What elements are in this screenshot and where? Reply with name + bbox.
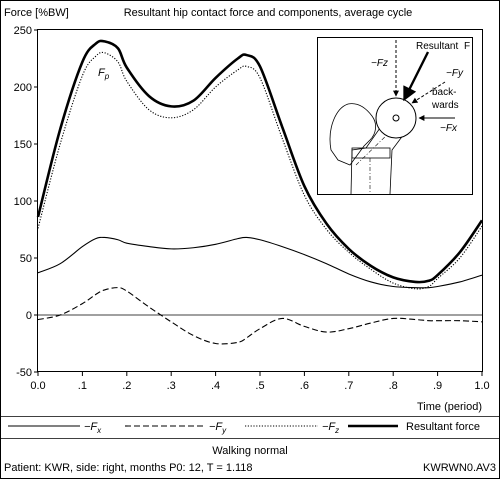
femur-neck-lower — [389, 133, 405, 195]
patient-info: Patient: KWR, side: right, months P0: 12… — [4, 462, 253, 474]
legend-label-0: −Fx — [84, 421, 102, 435]
fx-label: −Fx — [440, 123, 458, 134]
x-tick-label: .6 — [300, 380, 309, 392]
x-tick-label: 1.0 — [474, 380, 489, 392]
legend: −Fx −Fy −Fz Resultant force — [8, 421, 480, 435]
backwards-label-1: back- — [432, 87, 456, 98]
fz-label: −Fz — [371, 58, 388, 69]
femur-neck-upper — [350, 117, 388, 195]
resultant-label: Resultant — [416, 41, 458, 52]
x-tick-label: .8 — [389, 380, 398, 392]
legend-label-2: −Fz — [322, 421, 339, 435]
x-tick-label: .9 — [433, 380, 442, 392]
y-tick-label: 200 — [14, 82, 32, 94]
y-tick-label: 250 — [14, 25, 32, 37]
y-tick-label: 0 — [26, 310, 32, 322]
series-line-1 — [37, 287, 483, 345]
series-line-3 — [36, 39, 484, 284]
y-ticks: -50 0 50 100 150 200 250 — [14, 25, 38, 379]
backwards-label-2: wards — [431, 100, 459, 111]
x-tick-label: .3 — [167, 380, 176, 392]
y-tick-label: 150 — [14, 139, 32, 151]
x-axis-label: Time (period) — [417, 401, 482, 413]
chart-title: Resultant hip contact force and componen… — [124, 7, 413, 19]
x-tick-label: .1 — [78, 380, 87, 392]
head-center — [392, 114, 400, 122]
resultant-arrow — [402, 51, 430, 102]
y-tick-label: 50 — [20, 253, 32, 265]
series-line-2 — [37, 51, 483, 290]
series-line-0 — [37, 236, 483, 289]
implant-collar — [351, 147, 391, 159]
femoral-head — [375, 97, 417, 139]
hip-force-diagram: Resultant F −Fz −Fy back- wards −Fx — [317, 37, 473, 195]
x-tick-label: .2 — [122, 380, 131, 392]
x-tick-label: .5 — [255, 380, 264, 392]
x-tick-label: .7 — [344, 380, 353, 392]
y-axis-label: Force [%BW] — [4, 7, 69, 19]
fy-arrow — [411, 81, 446, 104]
file-code: KWRWN0.AV3 — [423, 462, 496, 474]
fy-label: −Fy — [446, 68, 464, 79]
y-tick-label: -50 — [16, 367, 32, 379]
x-tick-label: 0.0 — [30, 380, 45, 392]
activity-label: Walking normal — [212, 445, 287, 457]
legend-label-1: −Fy — [209, 421, 227, 435]
peak-annotation: Fp — [98, 67, 110, 81]
pelvis-outline — [329, 103, 376, 166]
y-tick-label: 100 — [14, 196, 32, 208]
legend-label-3: Resultant force — [406, 421, 480, 433]
x-ticks: 0.0 .1 .2 .3 .4 .5 .6 .7 .8 .9 1.0 — [30, 372, 490, 392]
f-label: F — [464, 41, 470, 52]
x-tick-label: .4 — [211, 380, 220, 392]
series-group — [36, 39, 484, 345]
